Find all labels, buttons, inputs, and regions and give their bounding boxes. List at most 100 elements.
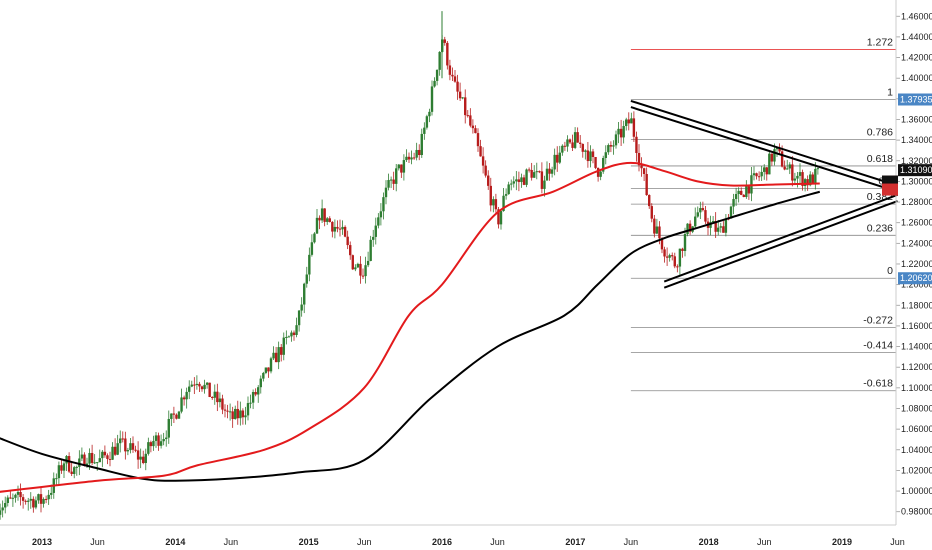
candle-body (619, 128, 623, 138)
y-tick-label: 1.18000 (901, 300, 932, 310)
triangle-trendline (630, 106, 898, 193)
candle-body (740, 190, 743, 195)
candle-body (198, 383, 201, 387)
candle-body (648, 195, 651, 207)
candle-body (154, 435, 158, 441)
candle-body (814, 168, 817, 184)
candle-body (517, 179, 521, 183)
x-tick-label: 2016 (432, 537, 452, 547)
candle-body (617, 128, 620, 135)
candle-body (540, 171, 544, 189)
candle-body (136, 450, 140, 460)
candle-body (382, 197, 385, 212)
candle-body (671, 255, 674, 257)
candle-body (512, 181, 515, 184)
candle-body (182, 397, 186, 400)
candle-body (763, 167, 766, 172)
candle-body (392, 179, 395, 184)
candle-body (717, 227, 720, 232)
y-tick-label: 1.30000 (901, 176, 932, 186)
candle-body (510, 183, 513, 185)
candle-body (732, 199, 735, 207)
candle-body (686, 223, 689, 235)
candle-body (783, 166, 786, 170)
x-tick-label: 2013 (32, 537, 52, 547)
x-tick-label: Jun (357, 537, 372, 547)
candle-body (584, 150, 587, 152)
candle-body (433, 80, 436, 87)
candle-body (566, 139, 569, 147)
candle-body (78, 458, 81, 467)
candle-body (773, 149, 776, 162)
candle-body (543, 180, 546, 189)
candle-body (372, 236, 375, 240)
candle-body (397, 164, 400, 169)
candle-body (453, 76, 457, 82)
price-badge (898, 272, 932, 285)
candle-body (131, 443, 135, 450)
y-tick-label: 1.14000 (901, 342, 932, 352)
candle-body (282, 337, 285, 355)
candle-body (673, 256, 676, 267)
candle-body (272, 352, 275, 359)
candle-body (384, 187, 388, 198)
candle-body (811, 174, 814, 184)
candle-body (494, 199, 498, 210)
candle-body (446, 42, 449, 66)
candle-body (653, 218, 656, 234)
candle-body (32, 498, 35, 508)
candle-body (346, 236, 349, 246)
candle-body (287, 336, 291, 338)
candle-body (420, 133, 423, 156)
candle-body (752, 173, 756, 176)
candle-body (34, 500, 38, 508)
candle-body (315, 217, 319, 234)
candle-body (798, 172, 802, 176)
candle-body (73, 467, 76, 474)
candle-body (607, 145, 610, 153)
y-tick-label: 0.98000 (901, 507, 932, 517)
candle-body (24, 500, 27, 502)
candle-body (75, 466, 78, 468)
candle-body (796, 175, 799, 179)
candle-body (609, 145, 613, 147)
candle-body (780, 151, 784, 167)
candle-body (211, 397, 214, 399)
y-tick-label: 1.40000 (901, 73, 932, 83)
triangle-trendline (663, 200, 898, 289)
candle-body (522, 177, 526, 185)
candle-body (103, 451, 107, 456)
time-axis: 2013 Jun 2014 Jun 2015 Jun 2016 Jun 2017 Jun 2018 J… (0, 524, 905, 547)
candle-body (239, 410, 242, 419)
candle-body (305, 274, 308, 284)
candle-body (694, 216, 697, 227)
y-tick-label: 1.10000 (901, 383, 932, 393)
candle-body (791, 164, 794, 181)
candle-body (722, 226, 725, 233)
y-tick-label: 1.12000 (901, 362, 932, 372)
candle-body (318, 217, 321, 221)
candle-body (47, 494, 50, 500)
y-tick-label: 1.28000 (901, 197, 932, 207)
candle-body (338, 228, 342, 230)
candle-body (451, 74, 454, 77)
y-tick-label: 1.34000 (901, 135, 932, 145)
candle-body (579, 142, 582, 144)
candle-body (331, 221, 334, 232)
y-tick-label: 1.02000 (901, 465, 932, 475)
candle-body (216, 391, 219, 403)
candle-body (558, 152, 561, 163)
candle-body (627, 119, 630, 124)
candle-body (443, 39, 446, 43)
candle-body (428, 111, 431, 117)
candle-body (267, 367, 270, 372)
candle-body (83, 454, 86, 466)
candle-body (502, 195, 505, 212)
candle-body (678, 248, 682, 267)
candle-body (310, 242, 314, 255)
candle-body (139, 456, 142, 460)
candle-body (573, 132, 577, 148)
candle-body (668, 255, 671, 258)
candle-body (711, 221, 715, 223)
